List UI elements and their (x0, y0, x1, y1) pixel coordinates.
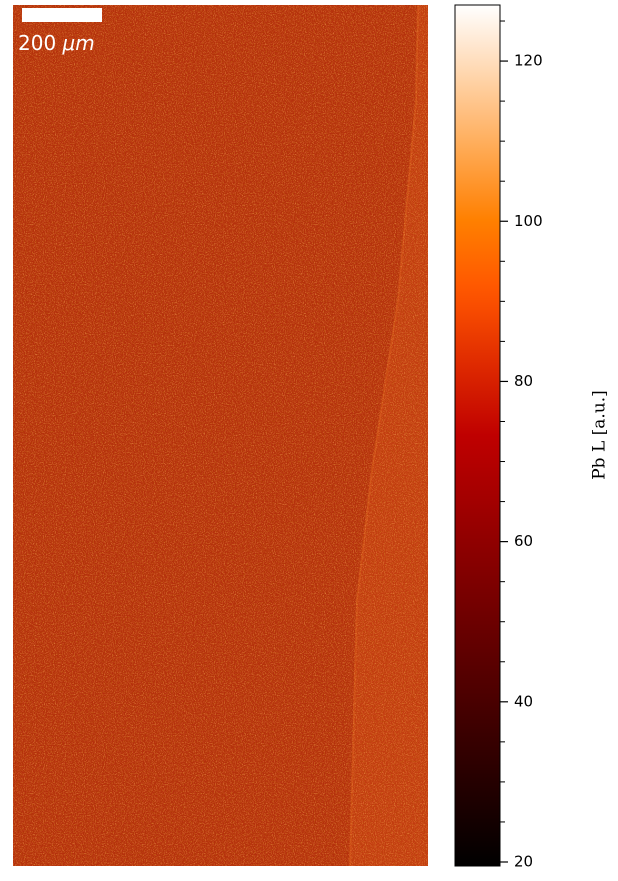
colorbar-label: Pb L [a.u.] (590, 390, 610, 480)
colorbar-tick-label: 40 (514, 692, 533, 710)
heatmap-image (13, 4, 428, 867)
scale-bar-unit: μm (62, 31, 95, 55)
colorbar-tick-label: 20 (514, 852, 533, 870)
colorbar-tick-label: 120 (514, 52, 543, 70)
scale-bar-label: 200 μm (18, 31, 95, 55)
colorbar-tick-label: 100 (514, 212, 543, 230)
colorbar-tick-label: 80 (514, 372, 533, 390)
scale-bar-value: 200 (18, 31, 56, 55)
colorbar-tick-label: 60 (514, 532, 533, 550)
scale-bar (22, 8, 102, 22)
colorbar (454, 4, 501, 867)
